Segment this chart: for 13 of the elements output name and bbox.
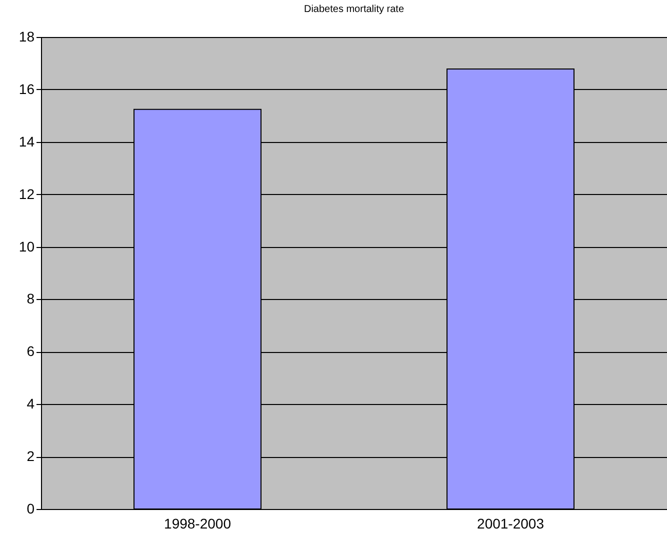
- x-tick-label: 1998-2000: [164, 516, 232, 532]
- y-tick-label: 0: [26, 500, 35, 516]
- y-tick-label: 4: [26, 396, 35, 412]
- chart-title: Diabetes mortality rate: [304, 4, 404, 15]
- x-tick-label: 2001-2003: [477, 516, 544, 532]
- y-tick-label: 2: [26, 448, 35, 464]
- y-tick-label: 6: [26, 343, 35, 360]
- y-tick-label: 10: [18, 238, 35, 254]
- y-tick-label: 12: [18, 186, 35, 202]
- y-tick-label: 14: [18, 133, 35, 150]
- y-tick-label: 18: [18, 28, 35, 44]
- y-tick-label: 8: [26, 290, 35, 307]
- y-tick-label: 16: [18, 80, 35, 97]
